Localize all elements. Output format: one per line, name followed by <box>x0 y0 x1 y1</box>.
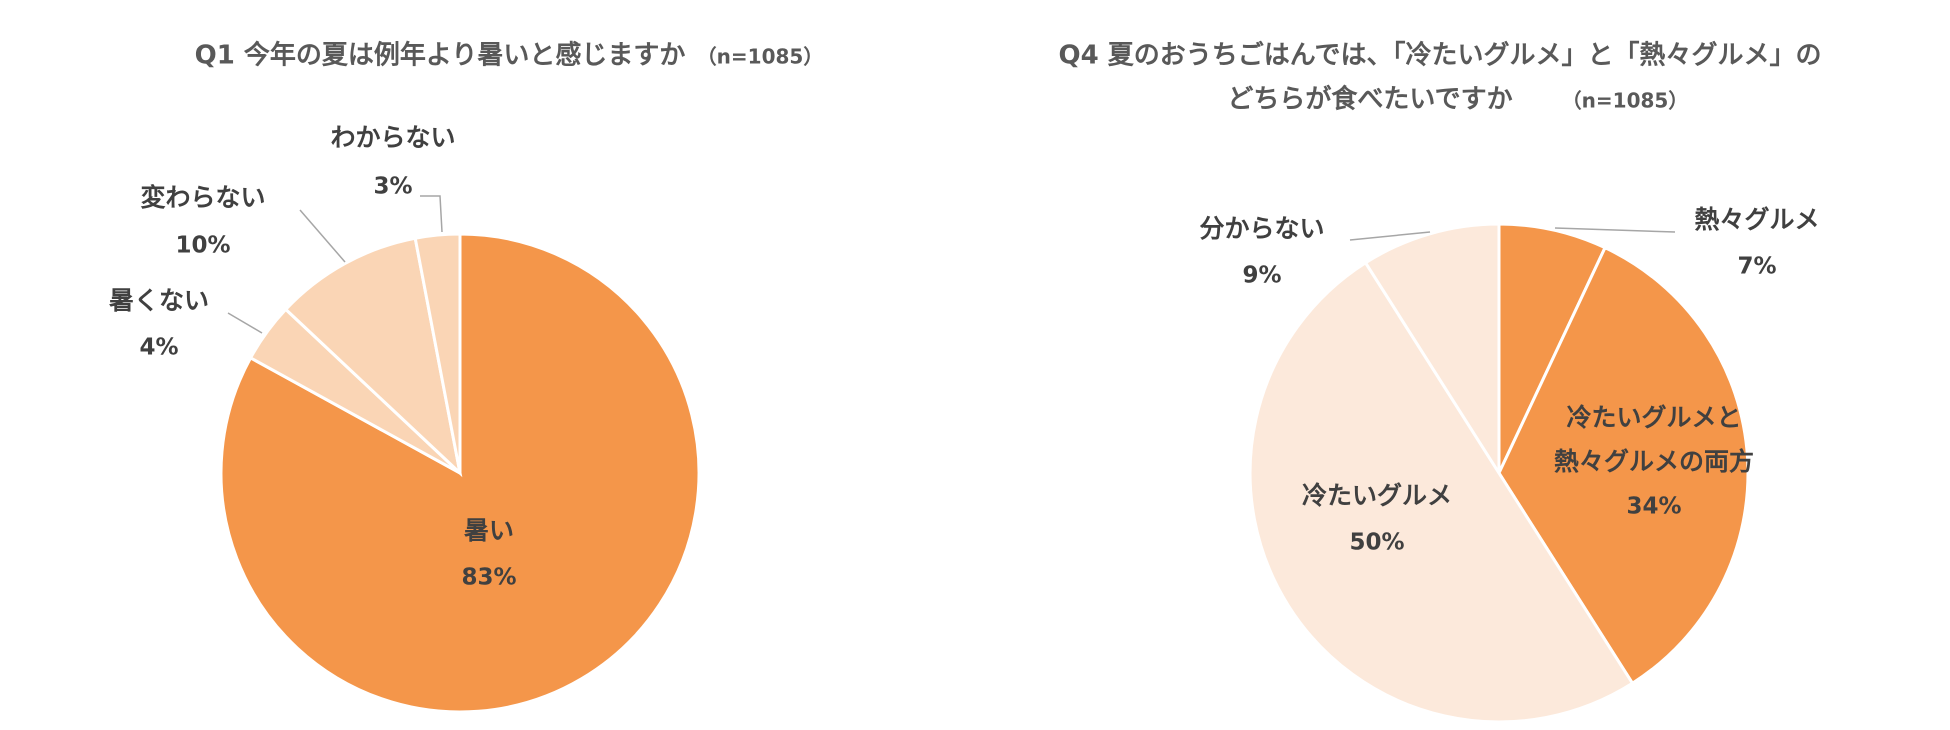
pie-slice <box>1497 222 1608 474</box>
chart-title: どちらが食べたいですか <box>1227 84 1512 115</box>
sample-note: （n=1085） <box>697 45 824 69</box>
slice-label: 変わらない <box>140 183 265 212</box>
slice-label: 冷たいグルメ <box>1302 481 1452 510</box>
leader-line <box>1349 231 1431 241</box>
value-label: 34% <box>1626 494 1681 520</box>
chart-title: Q4 夏のおうちごはんでは、「冷たいグルメ」と「熱々グルメ」の <box>1059 40 1822 71</box>
value-label: 4% <box>139 335 178 361</box>
slice-label: 暑い <box>464 516 514 545</box>
value-label: 7% <box>1737 254 1776 280</box>
leader-line <box>420 195 443 233</box>
pie-slice <box>413 232 462 474</box>
leader-line <box>299 209 346 263</box>
sample-note: （n=1085） <box>1562 89 1689 113</box>
value-label: 10% <box>175 233 230 259</box>
pie-slice <box>1363 222 1501 479</box>
slice-label: 暑くない <box>109 286 209 315</box>
slice-label: 熱々グルメ <box>1694 205 1819 234</box>
value-label: 9% <box>1242 263 1281 289</box>
value-label: 3% <box>373 174 412 200</box>
slice-label: 分からない <box>1199 214 1324 243</box>
slice-label: わからない <box>330 123 455 152</box>
value-label: 83% <box>461 565 516 591</box>
value-label: 50% <box>1349 530 1404 556</box>
pie-slice <box>1497 245 1750 686</box>
pie-slice <box>283 236 463 478</box>
slice-label: 冷たいグルメと熱々グルメの両方 <box>1554 403 1754 476</box>
chart-title: Q1 今年の夏は例年より暑いと感じますか <box>195 40 686 71</box>
leader-line <box>227 312 263 334</box>
leader-line <box>1554 227 1676 233</box>
pie-slice <box>1248 260 1635 724</box>
